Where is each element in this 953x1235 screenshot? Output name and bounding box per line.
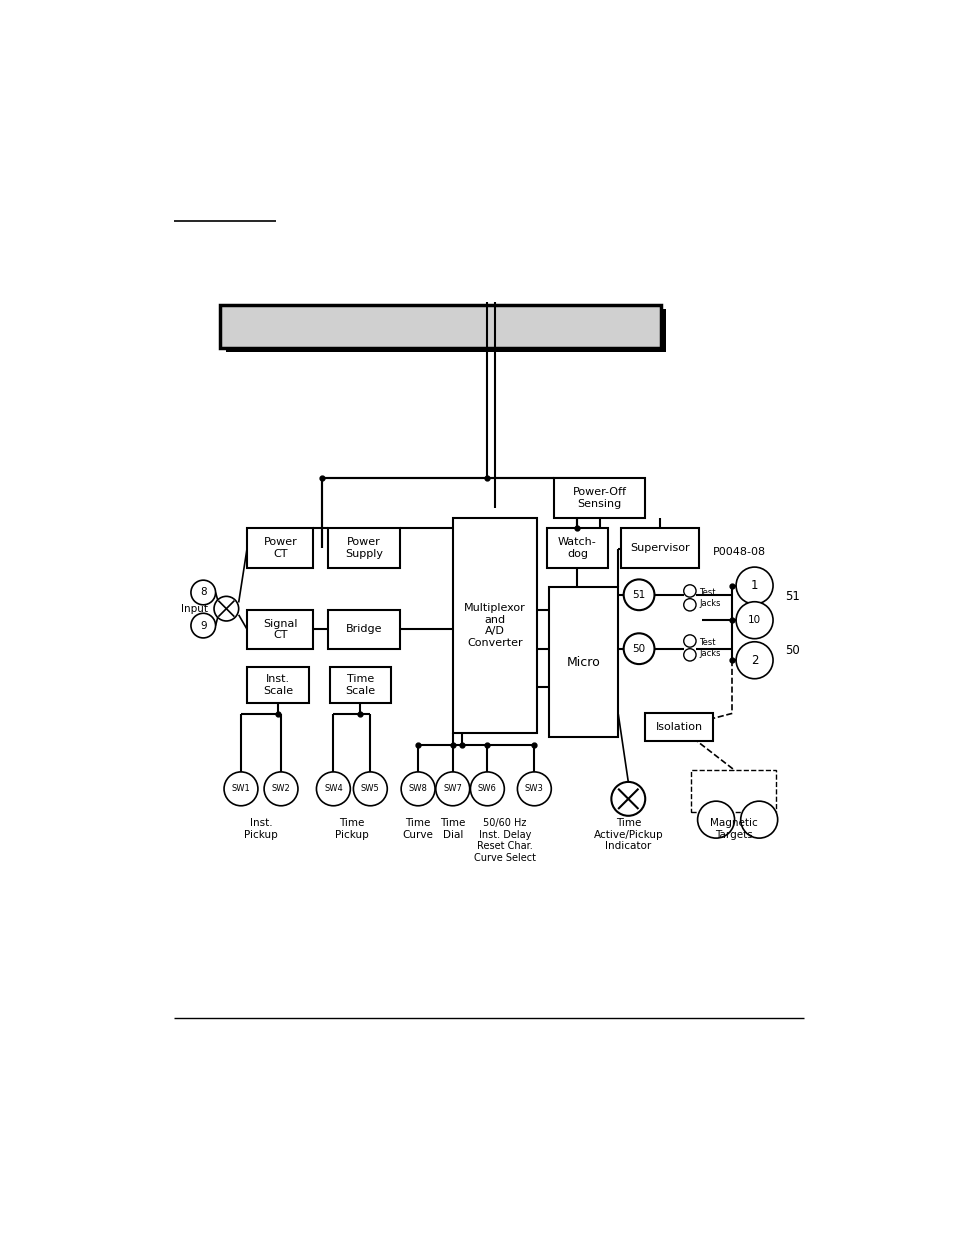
Text: Watch-
dog: Watch- dog [558, 537, 597, 558]
Circle shape [353, 772, 387, 805]
Text: 50: 50 [632, 643, 645, 653]
FancyBboxPatch shape [220, 305, 659, 348]
Text: Power
Supply: Power Supply [345, 537, 383, 558]
Text: 8: 8 [200, 588, 207, 598]
Text: SW2: SW2 [272, 784, 290, 793]
Text: P0048-08: P0048-08 [712, 547, 765, 557]
Circle shape [683, 635, 696, 647]
Circle shape [400, 772, 435, 805]
FancyBboxPatch shape [328, 527, 400, 568]
Circle shape [517, 772, 551, 805]
Text: Time
Pickup: Time Pickup [335, 818, 369, 840]
Circle shape [611, 782, 644, 816]
Circle shape [740, 802, 777, 839]
FancyBboxPatch shape [453, 517, 537, 734]
FancyBboxPatch shape [691, 769, 776, 811]
Text: Inst.
Scale: Inst. Scale [263, 674, 293, 695]
Text: Test
Jacks: Test Jacks [699, 638, 720, 657]
Circle shape [264, 772, 297, 805]
Circle shape [736, 601, 772, 638]
Circle shape [736, 567, 772, 604]
Text: 51: 51 [632, 590, 645, 600]
Text: Time
Active/Pickup
Indicator: Time Active/Pickup Indicator [593, 818, 662, 851]
Text: Input: Input [180, 604, 208, 614]
Text: Magnetic
Targets: Magnetic Targets [709, 818, 757, 840]
Text: Time
Scale: Time Scale [345, 674, 375, 695]
FancyBboxPatch shape [644, 714, 712, 741]
Circle shape [623, 579, 654, 610]
FancyBboxPatch shape [247, 610, 313, 648]
Text: SW6: SW6 [477, 784, 497, 793]
FancyBboxPatch shape [225, 309, 665, 352]
FancyBboxPatch shape [247, 667, 309, 703]
Text: SW8: SW8 [408, 784, 427, 793]
FancyBboxPatch shape [554, 478, 644, 517]
Text: SW5: SW5 [360, 784, 379, 793]
Text: 51: 51 [784, 590, 800, 603]
Text: Multiplexor
and
A/D
Converter: Multiplexor and A/D Converter [464, 603, 525, 648]
Text: 50: 50 [784, 643, 800, 657]
Circle shape [224, 772, 257, 805]
Text: Bridge: Bridge [346, 625, 382, 635]
Text: Power
CT: Power CT [263, 537, 296, 558]
Text: Micro: Micro [566, 656, 599, 668]
FancyBboxPatch shape [547, 527, 607, 568]
Circle shape [470, 772, 504, 805]
Circle shape [623, 634, 654, 664]
Circle shape [683, 599, 696, 611]
Text: SW7: SW7 [443, 784, 461, 793]
Text: 1: 1 [750, 579, 758, 592]
Circle shape [697, 802, 734, 839]
FancyBboxPatch shape [329, 667, 391, 703]
Text: 9: 9 [200, 621, 207, 631]
Circle shape [213, 597, 238, 621]
Circle shape [736, 642, 772, 679]
Text: Supervisor: Supervisor [629, 543, 689, 553]
Text: Isolation: Isolation [655, 722, 702, 732]
Text: SW4: SW4 [324, 784, 342, 793]
Text: Signal
CT: Signal CT [263, 619, 297, 640]
Text: 10: 10 [747, 615, 760, 625]
Text: Power-Off
Sensing: Power-Off Sensing [572, 487, 626, 509]
Circle shape [436, 772, 469, 805]
FancyBboxPatch shape [328, 610, 400, 648]
Text: SW3: SW3 [524, 784, 543, 793]
Circle shape [191, 580, 215, 605]
Text: 50/60 Hz
Inst. Delay
Reset Char.
Curve Select: 50/60 Hz Inst. Delay Reset Char. Curve S… [474, 818, 536, 863]
Circle shape [683, 648, 696, 661]
Text: Inst.
Pickup: Inst. Pickup [244, 818, 277, 840]
FancyBboxPatch shape [620, 527, 699, 568]
Circle shape [683, 585, 696, 597]
Text: Time
Dial: Time Dial [439, 818, 465, 840]
Text: Test
Jacks: Test Jacks [699, 588, 720, 608]
FancyBboxPatch shape [247, 527, 313, 568]
FancyBboxPatch shape [548, 587, 618, 737]
Text: Time
Curve: Time Curve [402, 818, 433, 840]
Circle shape [316, 772, 350, 805]
Text: 2: 2 [750, 653, 758, 667]
Circle shape [191, 614, 215, 638]
Text: SW1: SW1 [232, 784, 250, 793]
